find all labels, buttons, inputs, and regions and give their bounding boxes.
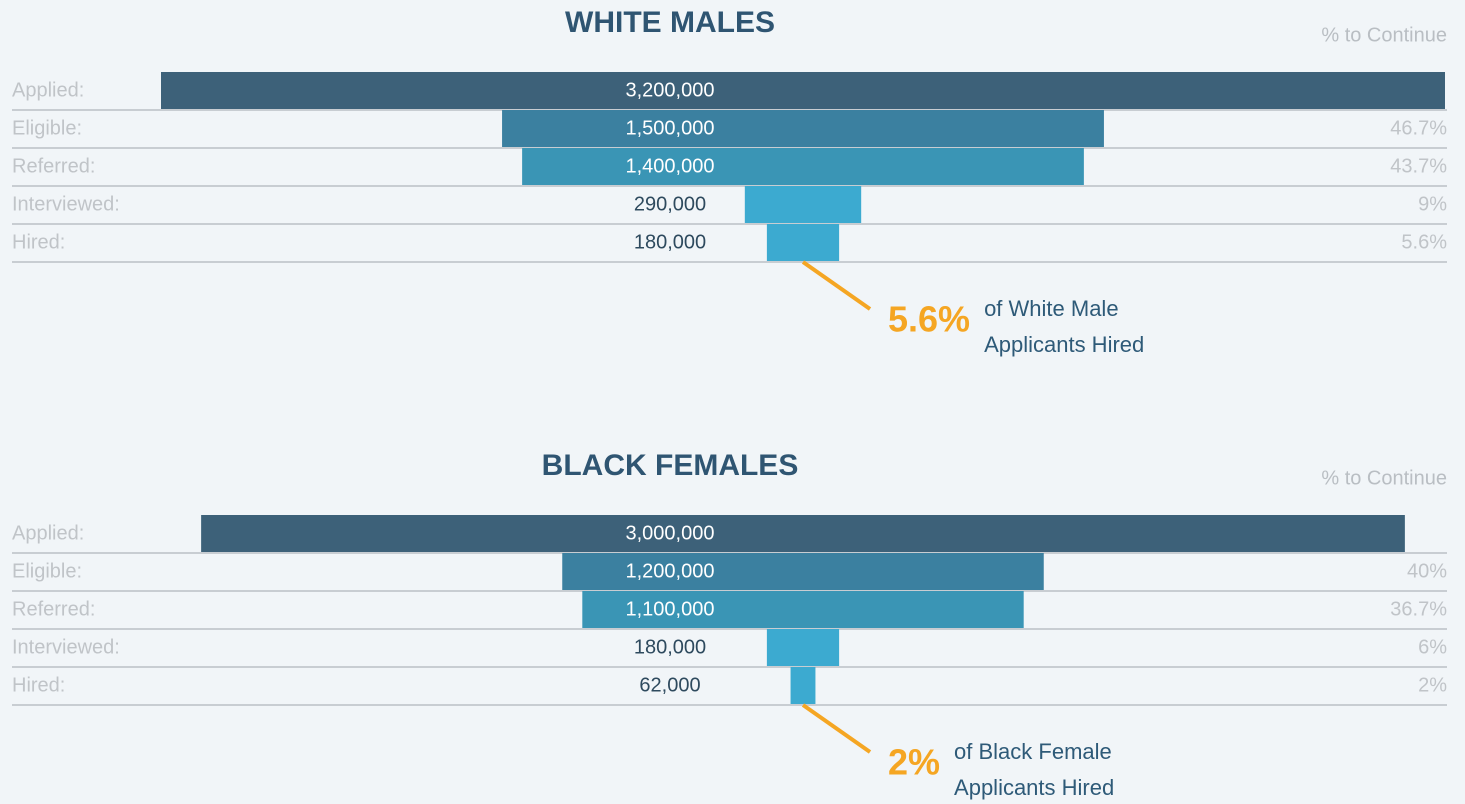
percent-label: 36.7% bbox=[1390, 598, 1447, 620]
stage-label: Hired: bbox=[12, 231, 65, 253]
funnel-bar bbox=[744, 186, 862, 223]
annotation-pointer bbox=[801, 703, 872, 754]
funnel-bar bbox=[766, 629, 840, 666]
annotation-text: Applicants Hired bbox=[954, 775, 1114, 800]
value-label: 1,400,000 bbox=[626, 155, 715, 177]
percent-label: 40% bbox=[1407, 560, 1447, 582]
funnel-title: WHITE MALES bbox=[565, 6, 775, 39]
stage-label: Eligible: bbox=[12, 117, 82, 139]
funnel-bar bbox=[766, 224, 840, 261]
stage-label: Interviewed: bbox=[12, 636, 120, 658]
percent-header: % to Continue bbox=[1321, 467, 1447, 489]
value-label: 3,000,000 bbox=[626, 522, 715, 544]
stage-label: Applied: bbox=[12, 522, 84, 544]
value-label: 1,100,000 bbox=[626, 598, 715, 620]
percent-label: 43.7% bbox=[1390, 155, 1447, 177]
percent-label: 46.7% bbox=[1390, 117, 1447, 139]
value-label: 62,000 bbox=[639, 674, 700, 696]
funnel-bar bbox=[582, 591, 1024, 628]
funnel-title: BLACK FEMALES bbox=[542, 449, 799, 482]
value-label: 290,000 bbox=[634, 193, 706, 215]
value-label: 3,200,000 bbox=[626, 79, 715, 101]
value-label: 180,000 bbox=[634, 231, 706, 253]
stage-label: Referred: bbox=[12, 598, 95, 620]
value-label: 1,200,000 bbox=[626, 560, 715, 582]
percent-label: 6% bbox=[1418, 636, 1447, 658]
annotation-value: 2% bbox=[888, 742, 940, 783]
funnel-bar bbox=[161, 72, 1445, 109]
funnel-bar bbox=[562, 553, 1044, 590]
funnel-bar bbox=[790, 667, 816, 704]
value-label: 180,000 bbox=[634, 636, 706, 658]
funnel-bar bbox=[522, 148, 1084, 185]
stage-label: Referred: bbox=[12, 155, 95, 177]
annotation-text: Applicants Hired bbox=[984, 332, 1144, 357]
percent-header: % to Continue bbox=[1321, 24, 1447, 46]
funnel-bar bbox=[502, 110, 1104, 147]
annotation-value: 5.6% bbox=[888, 299, 970, 340]
stage-label: Eligible: bbox=[12, 560, 82, 582]
annotation-text: of Black Female bbox=[954, 739, 1112, 764]
stage-label: Interviewed: bbox=[12, 193, 120, 215]
funnel-bar bbox=[201, 515, 1405, 552]
annotation-pointer bbox=[801, 260, 872, 311]
percent-label: 9% bbox=[1418, 193, 1447, 215]
stage-label: Hired: bbox=[12, 674, 65, 696]
percent-label: 2% bbox=[1418, 674, 1447, 696]
annotation-text: of White Male bbox=[984, 296, 1119, 321]
percent-label: 5.6% bbox=[1401, 231, 1447, 253]
value-label: 1,500,000 bbox=[626, 117, 715, 139]
stage-label: Applied: bbox=[12, 79, 84, 101]
